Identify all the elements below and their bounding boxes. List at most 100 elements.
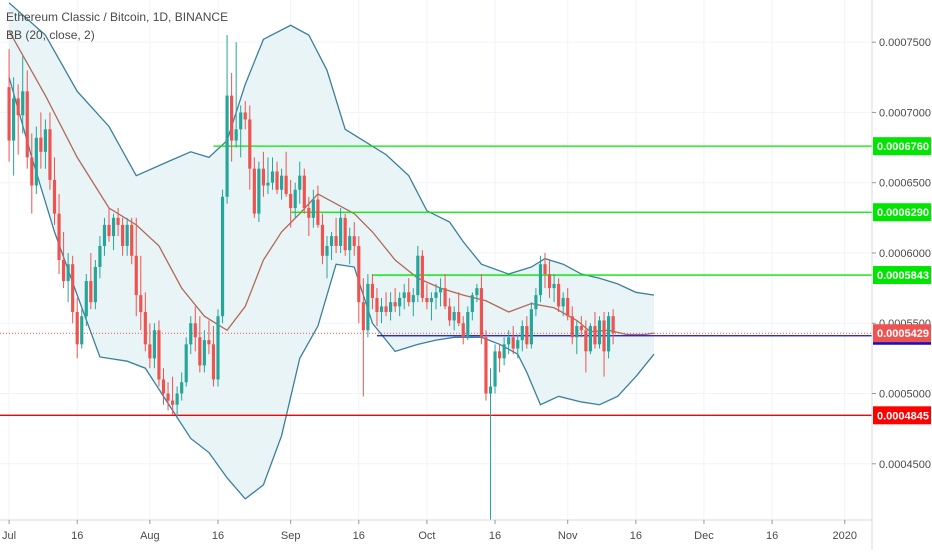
candle — [30, 133, 34, 214]
candle-body — [98, 245, 102, 268]
x-tick-label: Oct — [418, 530, 435, 542]
candle-body — [566, 297, 570, 317]
candle — [479, 274, 484, 345]
candle-body — [488, 386, 493, 394]
candle — [293, 182, 297, 218]
candle-body — [230, 95, 234, 141]
candle — [289, 179, 293, 228]
level-price-label: 0.0006290 — [877, 207, 929, 219]
candle — [420, 250, 424, 303]
candle-body — [606, 316, 611, 352]
candle-body — [302, 175, 306, 208]
candle-body — [588, 326, 593, 352]
candle-body — [534, 295, 538, 310]
candle-body — [275, 171, 279, 190]
candle-body — [388, 302, 393, 312]
candle-body — [107, 224, 111, 237]
candle-body — [393, 302, 397, 307]
candle-body — [452, 312, 456, 321]
candle-body — [202, 340, 206, 366]
candle-body — [425, 297, 429, 303]
candle-body — [266, 182, 270, 186]
candle-body — [7, 87, 11, 141]
candle-body — [30, 157, 34, 186]
x-tick-label: Sep — [281, 530, 301, 542]
candle-body — [348, 236, 352, 251]
candle — [497, 344, 502, 373]
candle — [39, 112, 43, 169]
candle — [34, 126, 38, 194]
candle-body — [547, 274, 552, 289]
candle-body — [211, 344, 216, 380]
level-price-label-bg — [873, 137, 931, 156]
candle — [170, 376, 175, 415]
candle — [529, 302, 533, 349]
candle-body — [220, 196, 225, 317]
candle-body — [484, 337, 488, 394]
candle — [207, 320, 211, 355]
candle-body — [57, 213, 61, 260]
candle-body — [575, 326, 579, 338]
candle — [584, 320, 588, 373]
y-tick-label: 0.0007000 — [879, 107, 931, 119]
candle — [107, 208, 111, 242]
candle — [411, 288, 415, 317]
x-tick-label: 16 — [71, 530, 83, 542]
candle-body — [597, 320, 602, 345]
candle-body — [289, 193, 293, 208]
candle — [370, 274, 375, 310]
candle — [139, 255, 143, 331]
candle — [570, 306, 574, 345]
candle-body — [366, 283, 370, 331]
candle — [202, 330, 206, 373]
candle-body — [584, 330, 588, 352]
candle-body — [307, 208, 311, 218]
candle-body — [552, 283, 556, 289]
candle-body — [516, 340, 520, 349]
candle — [148, 323, 152, 369]
candle — [71, 255, 75, 324]
candle — [66, 252, 70, 303]
candle — [593, 312, 597, 349]
candle — [543, 252, 547, 289]
candle-body — [143, 312, 147, 345]
candle-body — [279, 175, 284, 190]
chart-legend: Ethereum Classic / Bitcoin, 1D, BINANCE … — [6, 8, 228, 44]
candle-body — [538, 264, 543, 296]
candle — [89, 252, 93, 310]
candle — [429, 292, 434, 321]
candle — [16, 84, 20, 155]
candle-body — [543, 264, 547, 275]
candle — [561, 292, 565, 317]
candle-body — [193, 323, 197, 338]
candle-body — [570, 316, 574, 338]
candle-body — [170, 400, 175, 405]
candle-body — [461, 323, 465, 338]
candle-body — [43, 129, 48, 152]
candle-body — [270, 171, 275, 183]
candle — [538, 255, 543, 303]
candle-body — [298, 175, 302, 190]
candle — [475, 283, 479, 303]
x-tick-label: Aug — [140, 530, 160, 542]
candle — [298, 161, 302, 204]
x-tick-label: 16 — [630, 530, 642, 542]
candle-body — [334, 236, 338, 246]
candle — [470, 292, 474, 321]
candle-body — [198, 337, 202, 366]
candle — [348, 227, 352, 265]
candle — [384, 292, 388, 317]
candle-body — [475, 288, 479, 296]
candle-body — [352, 236, 356, 246]
candle — [261, 151, 266, 197]
candle — [357, 236, 361, 324]
candle-body — [443, 288, 447, 307]
candle — [588, 323, 593, 355]
candle-body — [325, 245, 329, 256]
candle-body — [189, 323, 193, 345]
candle — [425, 283, 429, 310]
candle — [597, 316, 602, 349]
candle — [216, 309, 220, 387]
level-price-label-bg — [873, 406, 931, 425]
